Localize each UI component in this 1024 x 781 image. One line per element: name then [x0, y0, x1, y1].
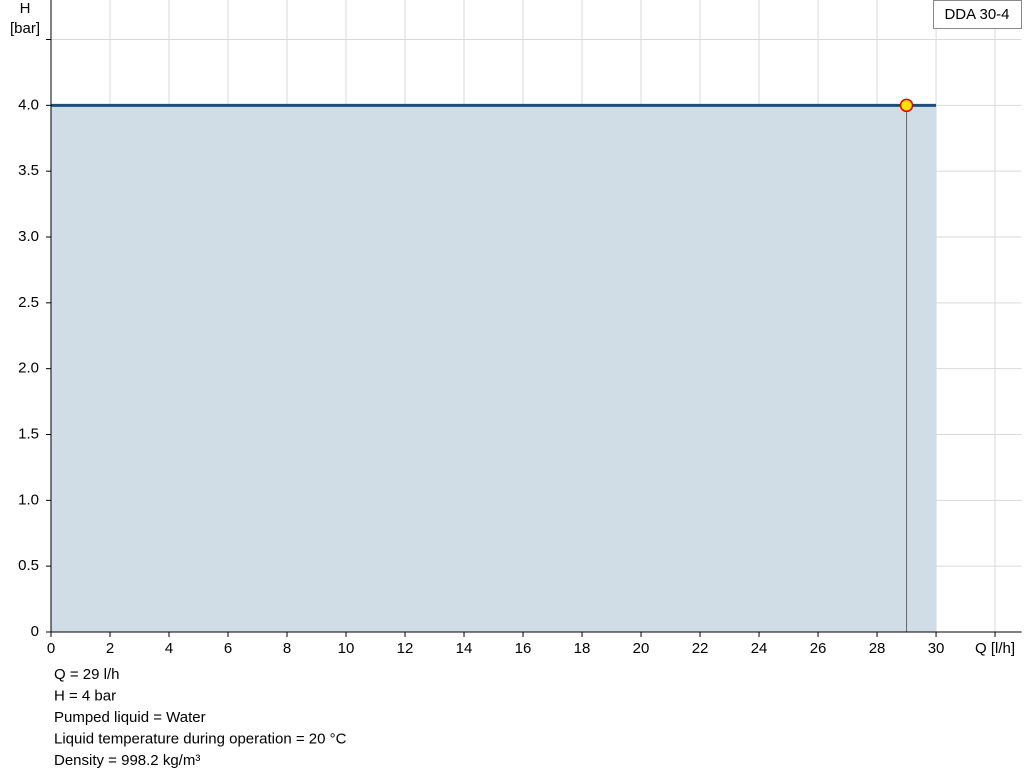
area	[51, 105, 937, 633]
info-line: Liquid temperature during operation = 20…	[54, 730, 347, 747]
x-tick-label: 8	[283, 640, 291, 657]
x-tick-label: 10	[338, 640, 355, 657]
y-tick-label: 0.5	[18, 557, 39, 574]
x-tick-label: 14	[456, 640, 473, 657]
y-axis-unit: [bar]	[10, 20, 40, 37]
x-tick-label: 28	[869, 640, 886, 657]
y-axis-label: H	[20, 0, 31, 17]
info-line: H = 4 bar	[54, 687, 116, 704]
x-tick-label: 12	[397, 640, 414, 657]
legend-box	[933, 0, 1022, 29]
info-line: Density = 998.2 kg/m³	[54, 752, 200, 769]
x-tick-label: 16	[515, 640, 532, 657]
y-tick-label: 2.0	[18, 360, 39, 377]
x-axis-label: Q [l/h]	[975, 640, 1015, 657]
x-tick-label: 26	[810, 640, 827, 657]
y-tick-label: 1.0	[18, 491, 39, 508]
x-tick-label: 0	[47, 640, 55, 657]
info-line: Q = 29 l/h	[54, 666, 119, 683]
x-tick-label: 20	[633, 640, 650, 657]
x-tick-label: 2	[106, 640, 114, 657]
y-tick-label: 4.0	[18, 96, 39, 113]
y-tick-label: 3.0	[18, 228, 39, 245]
info-line: Pumped liquid = Water	[54, 709, 206, 726]
x-tick-label: 22	[692, 640, 709, 657]
duty-point	[899, 98, 914, 113]
x-tick-label: 30	[928, 640, 945, 657]
y-tick-label: 2.5	[18, 294, 39, 311]
x-tick-label: 4	[165, 640, 173, 657]
y-tick-label: 3.5	[18, 162, 39, 179]
x-tick-label: 18	[574, 640, 591, 657]
x-tick-label: 6	[224, 640, 232, 657]
x-tick-label: 24	[751, 640, 768, 657]
y-tick-label: 0	[31, 623, 39, 640]
y-tick-label: 1.5	[18, 425, 39, 442]
legend-label: DDA 30-4	[944, 6, 1009, 23]
